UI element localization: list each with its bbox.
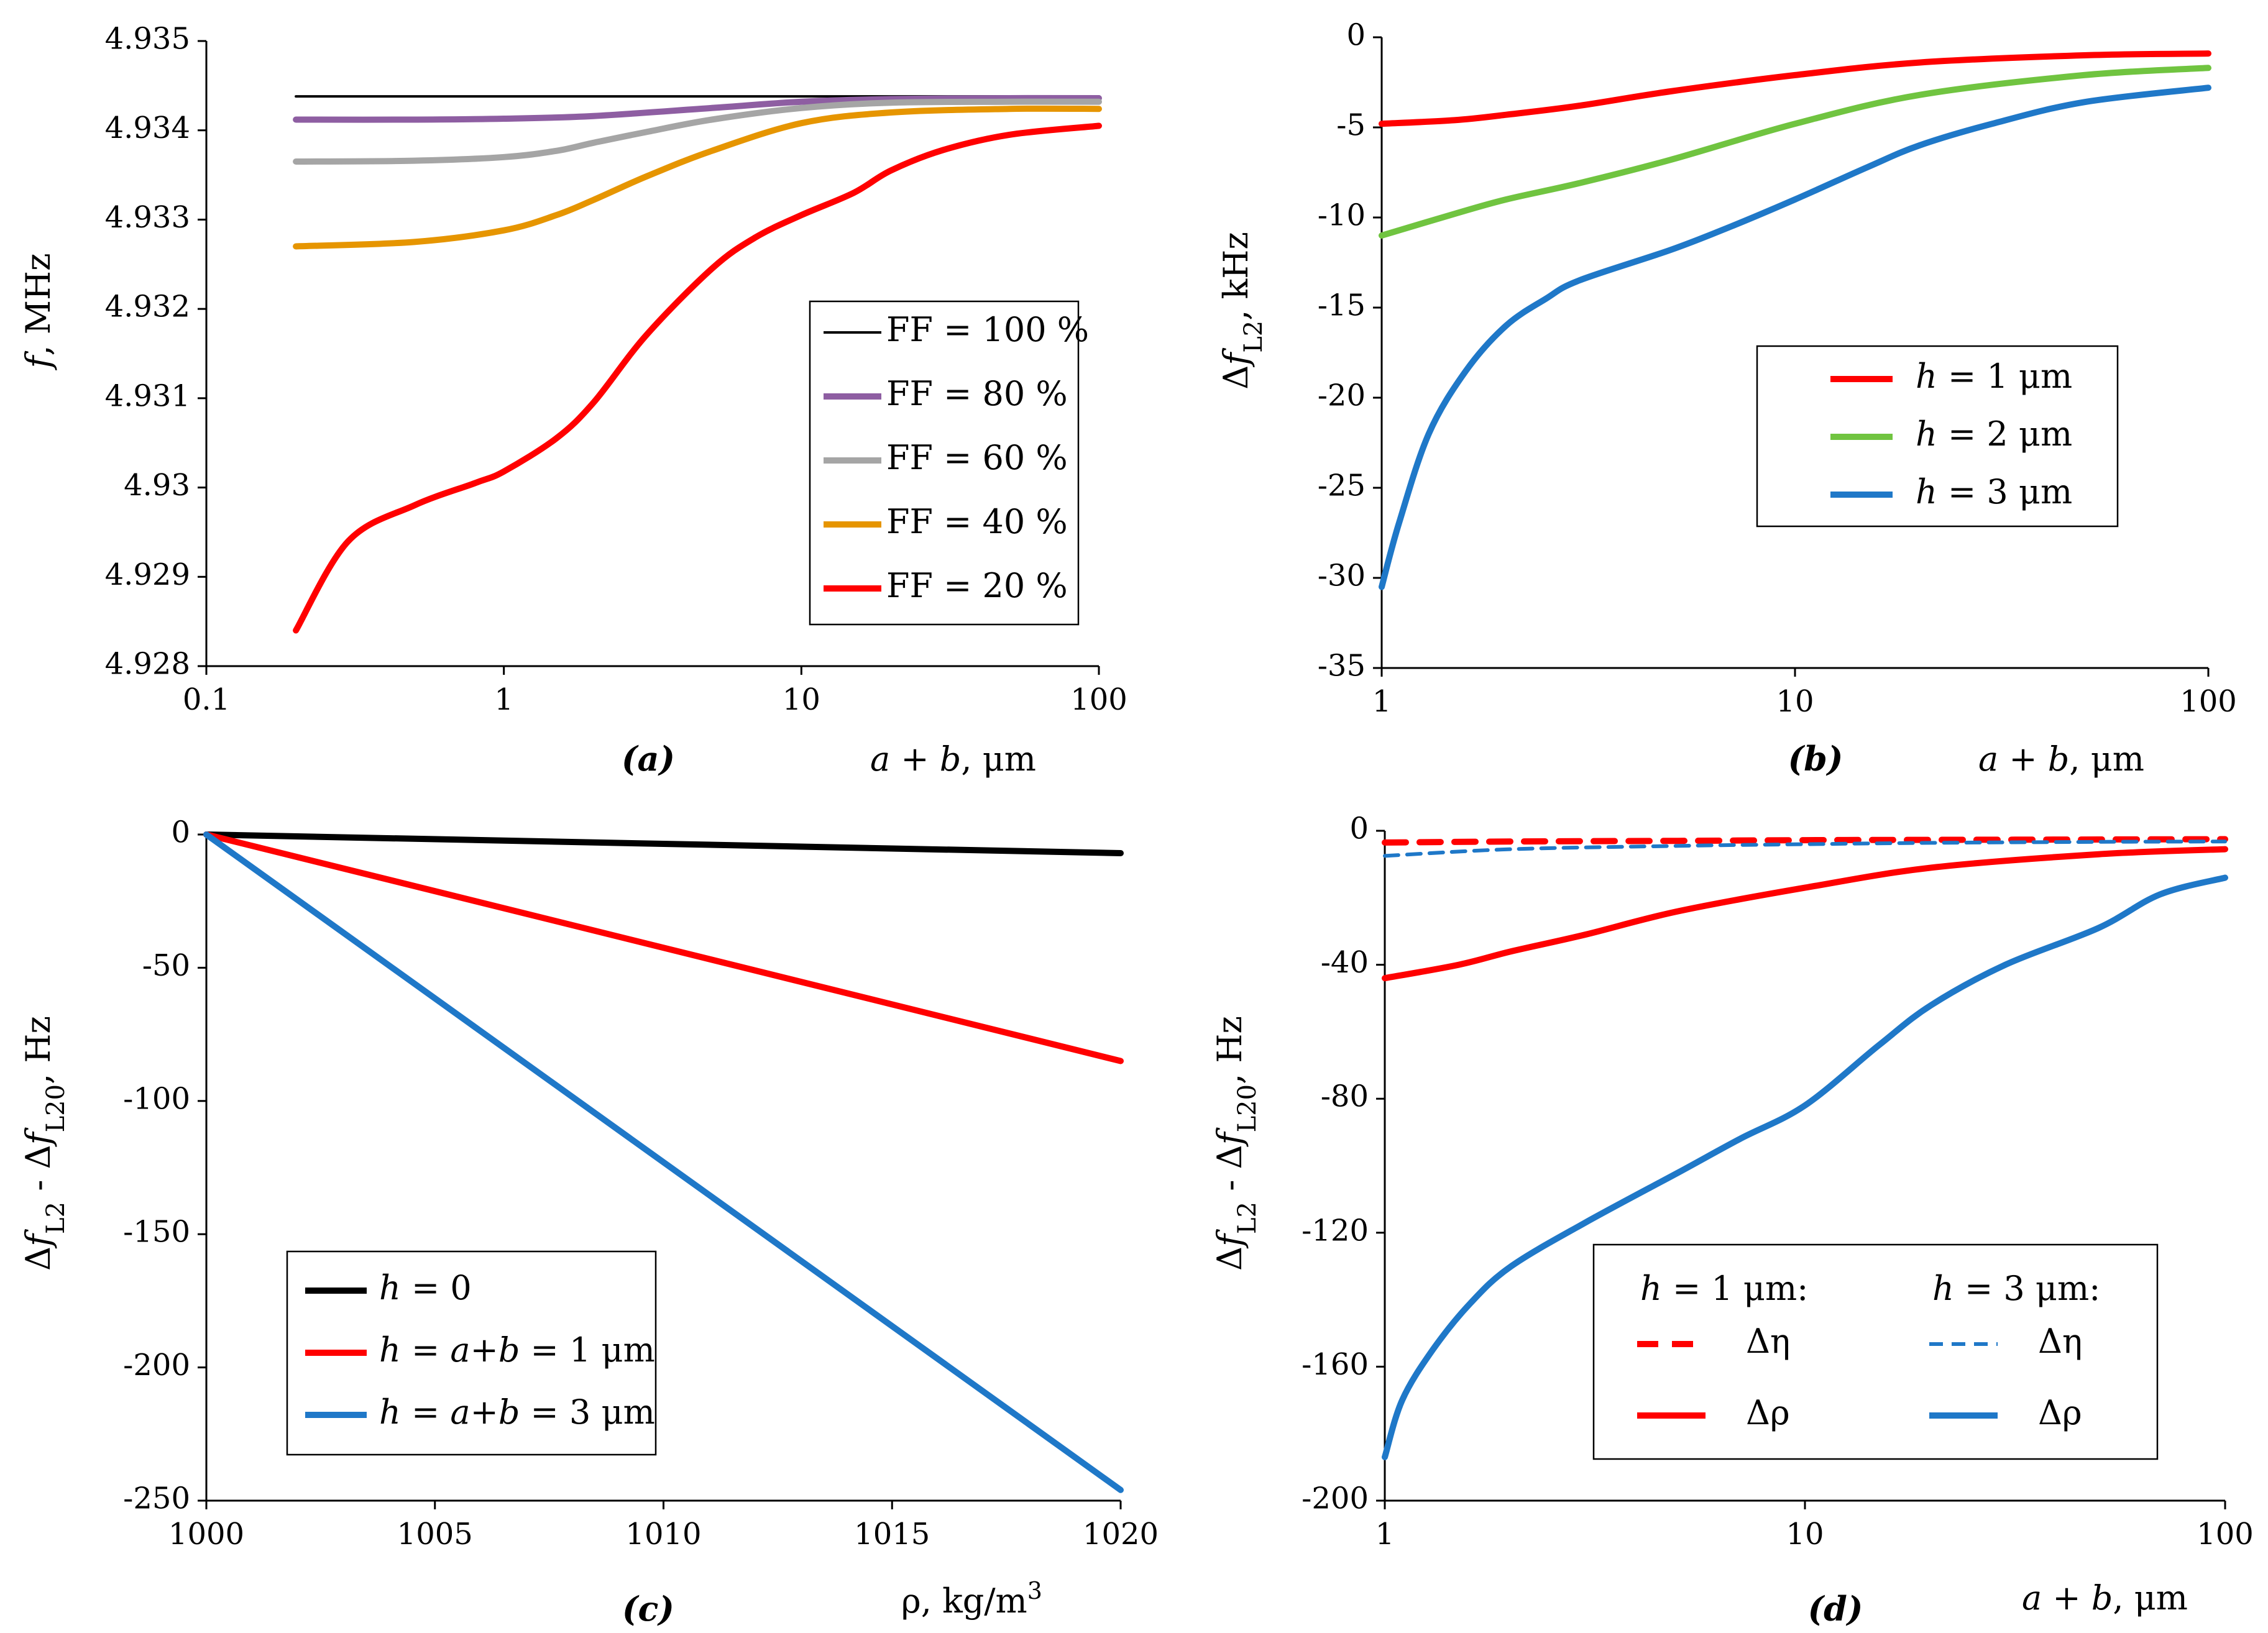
series-line bbox=[293, 122, 1102, 634]
panel-d: -200 -160 -120 -80 -40 0 1 10 100 h = 1 μm: h = 3 … bbox=[1210, 812, 2254, 1629]
legend-label: h = 1 μm bbox=[1916, 357, 2072, 396]
panel-b: -35 -30 -25 -20 -15 -10 -5 0 1 10 100 h = 1 μm h = 2… bbox=[1216, 18, 2237, 779]
legend-box bbox=[809, 300, 1080, 626]
y-tick-label: -35 bbox=[1318, 649, 1366, 684]
panel-caption: (d) bbox=[1808, 1589, 1863, 1629]
y-tick-label: -5 bbox=[1336, 108, 1366, 143]
legend-box bbox=[1756, 345, 2119, 528]
series-line bbox=[1383, 839, 2227, 858]
x-tick-label: 1 bbox=[1372, 684, 1392, 719]
y-tick-label: -15 bbox=[1318, 288, 1366, 323]
y-tick-label: 4.931 bbox=[105, 378, 190, 413]
x-axis-label: a + b, μm bbox=[2022, 1578, 2188, 1617]
y-tick-label: -40 bbox=[1321, 945, 1369, 980]
y-tick-label: -30 bbox=[1318, 559, 1366, 593]
legend-label: h = 0 bbox=[379, 1268, 472, 1307]
y-tick-label: 0 bbox=[171, 815, 190, 850]
y-tick-label: -120 bbox=[1302, 1213, 1369, 1248]
legend-label: FF = 80 % bbox=[886, 374, 1068, 413]
x-tick-label: 1 bbox=[494, 682, 513, 717]
legend-label: FF = 20 % bbox=[886, 566, 1068, 605]
x-tick-label: 10 bbox=[783, 682, 820, 717]
legend-label: h = 2 μm bbox=[1916, 414, 2072, 454]
x-tick-label: 100 bbox=[1070, 682, 1127, 717]
x-tick-label: 100 bbox=[2180, 684, 2237, 719]
legend-box bbox=[1592, 1243, 2159, 1460]
y-tick-label: -80 bbox=[1321, 1079, 1369, 1114]
legend-header: h = 1 μm: bbox=[1640, 1269, 1808, 1308]
y-tick-label: 0 bbox=[1349, 812, 1369, 846]
x-tick-label: 1005 bbox=[397, 1517, 473, 1552]
x-tick-label: 100 bbox=[2197, 1517, 2254, 1552]
panel-caption: (b) bbox=[1788, 739, 1843, 779]
y-tick-label: 4.935 bbox=[105, 22, 190, 57]
legend-label: h = 3 μm bbox=[1916, 472, 2072, 511]
x-tick-label: 1000 bbox=[168, 1517, 244, 1552]
y-tick-label: -150 bbox=[123, 1215, 190, 1250]
series-line bbox=[203, 831, 1124, 1064]
y-tick-label: 0 bbox=[1346, 18, 1366, 53]
y-tick-label: -50 bbox=[142, 948, 190, 983]
x-tick-label: 0.1 bbox=[183, 682, 230, 717]
y-tick-label: -25 bbox=[1318, 469, 1366, 503]
series-line bbox=[1382, 836, 2228, 846]
series-line bbox=[293, 94, 1102, 123]
panel-caption: (c) bbox=[622, 1589, 674, 1629]
x-tick-label: 1010 bbox=[625, 1517, 701, 1552]
y-tick-label: 4.929 bbox=[105, 557, 190, 592]
series-line bbox=[1382, 874, 2228, 1460]
legend-label: Δρ bbox=[2038, 1393, 2082, 1432]
x-tick-label: 1 bbox=[1375, 1517, 1395, 1552]
y-tick-label: -10 bbox=[1318, 198, 1366, 233]
legend-label: FF = 60 % bbox=[886, 438, 1068, 477]
legend-header: h = 3 μm: bbox=[1932, 1269, 2100, 1308]
y-axis-label: f, MHz bbox=[19, 253, 58, 370]
y-tick-label: 4.93 bbox=[124, 468, 190, 503]
x-axis-label: a + b, μm bbox=[870, 739, 1036, 779]
y-tick-label: 4.928 bbox=[105, 647, 190, 682]
legend-label: Δη bbox=[2038, 1322, 2082, 1361]
x-tick-label: 10 bbox=[1776, 684, 1814, 719]
series-line bbox=[1379, 50, 2211, 127]
panel-c: -250 -200 -150 -100 -50 0 1000 1005 1010 1015 1020… bbox=[19, 815, 1159, 1629]
y-tick-label: 4.933 bbox=[105, 200, 190, 235]
legend-label: h = a+b = 3 μm bbox=[379, 1393, 655, 1432]
y-axis-label: ΔfL2 - ΔfL20, Hz bbox=[19, 1016, 70, 1271]
x-tick-label: 10 bbox=[1786, 1517, 1824, 1552]
panel-a: 4.928 4.929 4.93 4.931 4.932 4.933 4.934 4.935 0… bbox=[19, 22, 1127, 779]
y-tick-label: -20 bbox=[1318, 378, 1366, 413]
legend-label: Δρ bbox=[1746, 1393, 1790, 1432]
y-tick-label: -160 bbox=[1302, 1347, 1369, 1382]
series-line bbox=[1382, 846, 2228, 982]
series-line bbox=[1379, 65, 2211, 239]
legend-label: h = a+b = 1 μm bbox=[379, 1330, 655, 1370]
y-tick-label: -100 bbox=[123, 1081, 190, 1116]
legend-label: FF = 100 % bbox=[886, 310, 1089, 349]
y-tick-label: -200 bbox=[123, 1348, 190, 1383]
y-axis-label: ΔfL2 - ΔfL20, Hz bbox=[1210, 1016, 1262, 1271]
legend-label: FF = 40 % bbox=[886, 502, 1068, 541]
series-line bbox=[1379, 85, 2211, 590]
x-tick-label: 1020 bbox=[1083, 1517, 1159, 1552]
y-tick-label: -250 bbox=[123, 1481, 190, 1516]
y-axis-label: ΔfL2, kHz bbox=[1216, 232, 1268, 390]
series-line bbox=[293, 105, 1102, 250]
panel-caption: (a) bbox=[622, 739, 675, 779]
x-tick-label: 1015 bbox=[854, 1517, 930, 1552]
y-tick-label: 4.934 bbox=[105, 111, 190, 145]
x-axis-label: a + b, μm bbox=[1978, 739, 2144, 779]
series-line bbox=[293, 98, 1102, 165]
x-axis-label: ρ, kg/m3 bbox=[901, 1577, 1042, 1621]
y-tick-label: 4.932 bbox=[105, 290, 190, 324]
y-tick-label: -200 bbox=[1302, 1481, 1369, 1516]
legend-label: Δη bbox=[1746, 1322, 1790, 1361]
series-line bbox=[203, 831, 1124, 856]
series-line bbox=[203, 831, 1124, 1493]
